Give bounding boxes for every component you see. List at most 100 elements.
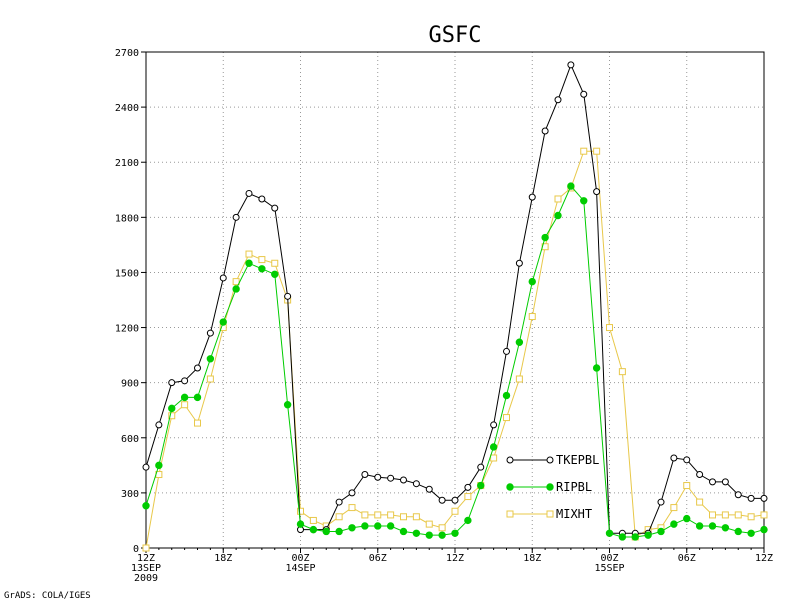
data-point-mixht <box>271 259 279 267</box>
data-point-ripbl <box>232 285 240 293</box>
data-point-mixht <box>580 147 588 155</box>
y-tick-label: 2400 <box>115 103 139 114</box>
data-point-ripbl <box>425 531 433 539</box>
data-point-ripbl <box>193 393 202 402</box>
data-point-ripbl <box>760 525 768 534</box>
data-point-ripbl <box>631 533 639 541</box>
data-point-ripbl <box>477 481 485 490</box>
series-group <box>142 61 768 552</box>
gridlines <box>146 52 764 548</box>
data-point-mixht <box>425 520 433 528</box>
data-point-tkepbl <box>696 471 704 479</box>
data-point-mixht <box>400 513 407 521</box>
data-point-ripbl <box>541 233 549 242</box>
data-point-tkepbl <box>335 498 343 506</box>
data-point-ripbl <box>528 277 536 286</box>
y-tick-label: 0 <box>133 544 139 555</box>
series-ripbl <box>142 182 768 541</box>
data-point-ripbl <box>271 270 279 278</box>
data-point-mixht <box>451 507 459 515</box>
data-point-ripbl <box>747 529 755 538</box>
data-point-ripbl <box>348 524 356 532</box>
data-point-tkepbl <box>412 480 420 488</box>
data-point-mixht <box>593 147 601 155</box>
legend-marker <box>506 456 514 464</box>
legend-marker <box>506 510 514 518</box>
data-point-ripbl <box>502 391 511 400</box>
data-point-tkepbl <box>734 491 742 499</box>
data-point-mixht <box>696 498 704 506</box>
data-point-ripbl <box>386 522 395 530</box>
data-point-tkepbl <box>168 379 176 387</box>
data-point-mixht <box>490 454 498 462</box>
data-point-ripbl <box>168 404 176 413</box>
data-point-ripbl <box>567 182 575 190</box>
data-point-tkepbl <box>515 259 523 267</box>
data-point-ripbl <box>296 520 305 528</box>
data-point-mixht <box>181 401 189 409</box>
series-line-tkepbl <box>145 63 764 534</box>
legend-item-ripbl: RIPBL <box>506 480 592 494</box>
data-point-mixht <box>438 524 446 532</box>
legend-marker <box>546 456 554 464</box>
data-point-ripbl <box>283 401 292 409</box>
y-tick-label: 1800 <box>115 213 139 224</box>
data-point-ripbl <box>708 522 717 530</box>
data-point-tkepbl <box>464 483 472 491</box>
legend-label: TKEPBL <box>556 453 599 467</box>
y-tick-label: 2700 <box>115 48 139 59</box>
data-point-tkepbl <box>528 193 536 201</box>
data-point-ripbl <box>592 364 601 372</box>
data-point-ripbl <box>322 527 330 536</box>
data-point-tkepbl <box>348 489 356 497</box>
data-point-mixht <box>168 412 176 420</box>
data-point-ripbl <box>618 533 627 541</box>
data-point-tkepbl <box>477 463 485 471</box>
data-point-tkepbl <box>593 188 601 196</box>
data-point-tkepbl <box>490 421 498 429</box>
data-point-tkepbl <box>232 213 240 221</box>
data-point-ripbl <box>155 461 163 470</box>
data-point-tkepbl <box>425 485 433 493</box>
data-point-mixht <box>670 504 678 512</box>
data-point-tkepbl <box>271 204 279 212</box>
x-tick-label: 14SEP <box>285 563 315 574</box>
x-tick-label: 13SEP <box>131 563 161 574</box>
x-tick-label: 18Z <box>523 553 541 564</box>
data-point-tkepbl <box>580 90 588 98</box>
data-point-mixht <box>206 375 214 383</box>
x-tick-label: 12Z <box>137 553 155 564</box>
chart-title: GSFC <box>429 23 482 48</box>
series-tkepbl <box>142 61 768 537</box>
y-tick-label: 600 <box>121 434 139 445</box>
data-point-ripbl <box>258 265 266 273</box>
legend-label: RIPBL <box>556 480 592 494</box>
data-point-ripbl <box>180 393 189 402</box>
data-point-mixht <box>554 195 562 203</box>
legend-marker <box>546 510 554 518</box>
data-point-ripbl <box>335 527 343 536</box>
data-point-ripbl <box>142 502 150 510</box>
data-point-tkepbl <box>760 494 768 502</box>
x-tick-label: 12Z <box>755 553 773 564</box>
x-tick-label: 18Z <box>214 553 232 564</box>
data-point-tkepbl <box>361 471 369 479</box>
data-point-mixht <box>618 368 626 376</box>
x-tick-label: 12Z <box>446 553 464 564</box>
data-point-ripbl <box>580 197 588 205</box>
data-point-mixht <box>142 544 150 552</box>
data-point-ripbl <box>464 516 472 525</box>
data-point-mixht <box>387 511 395 519</box>
data-point-tkepbl <box>451 496 459 504</box>
data-point-tkepbl <box>194 364 201 372</box>
data-point-tkepbl <box>245 189 253 197</box>
data-point-tkepbl <box>721 478 729 486</box>
data-point-mixht <box>361 511 369 519</box>
data-point-ripbl <box>438 531 446 539</box>
y-axis: 0 300 600 900 1200 1500 1800 2100 2400 2700 <box>115 48 146 555</box>
y-tick-label: 1200 <box>115 324 139 335</box>
data-point-ripbl <box>515 338 524 346</box>
data-point-tkepbl <box>206 329 214 337</box>
